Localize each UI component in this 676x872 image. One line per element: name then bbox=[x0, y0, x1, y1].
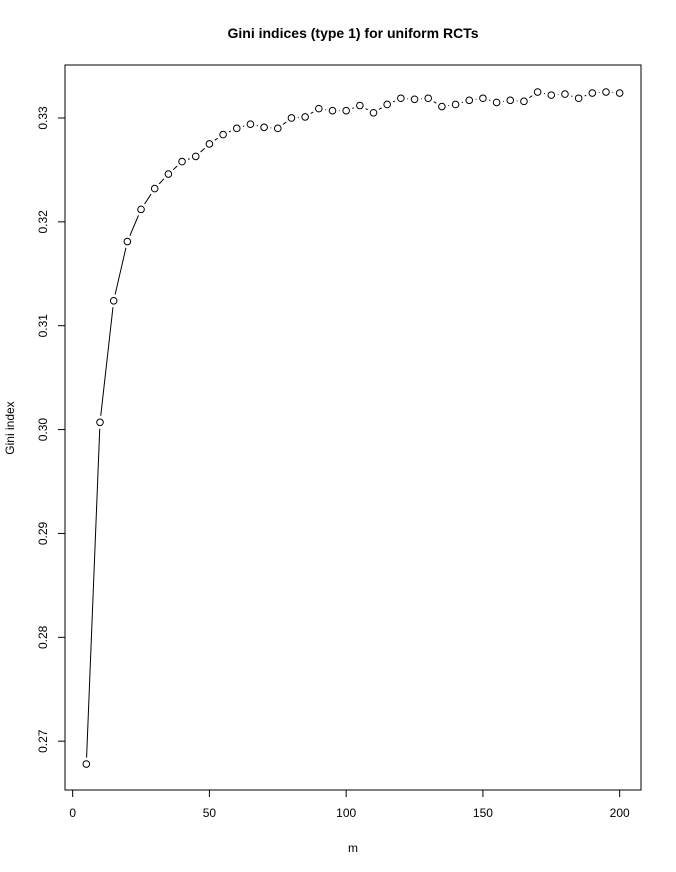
line-gap bbox=[517, 94, 531, 108]
x-axis-label: m bbox=[348, 841, 358, 855]
line-gap bbox=[503, 93, 517, 107]
point bbox=[301, 113, 309, 121]
line-gap bbox=[421, 91, 435, 105]
line-gap bbox=[257, 120, 271, 134]
y-tick-label: 0.32 bbox=[36, 210, 50, 234]
point bbox=[342, 106, 350, 115]
point bbox=[150, 184, 159, 193]
line-gap bbox=[79, 757, 93, 771]
point bbox=[205, 140, 214, 148]
line-gap bbox=[353, 99, 367, 113]
line-gap bbox=[216, 128, 230, 142]
point bbox=[287, 114, 296, 122]
line-gap bbox=[408, 92, 422, 106]
line-gap bbox=[161, 167, 175, 181]
point bbox=[232, 124, 241, 133]
line-gap bbox=[367, 106, 381, 120]
point bbox=[137, 205, 145, 214]
point bbox=[547, 91, 556, 99]
line-gap bbox=[298, 110, 312, 124]
y-tick-label: 0.29 bbox=[36, 521, 50, 545]
point bbox=[191, 152, 200, 161]
point bbox=[438, 102, 446, 111]
line-gap bbox=[175, 155, 189, 169]
line-gap bbox=[572, 91, 586, 105]
point bbox=[465, 96, 474, 105]
point bbox=[424, 94, 433, 103]
x-tick-label: 50 bbox=[203, 806, 217, 820]
line-gap bbox=[599, 85, 613, 99]
point bbox=[383, 100, 391, 109]
point bbox=[273, 124, 282, 133]
point bbox=[615, 89, 624, 97]
x-tick-label: 0 bbox=[69, 806, 76, 820]
y-axis-label: Gini index bbox=[3, 401, 17, 454]
line-gap bbox=[585, 86, 599, 100]
line-gap bbox=[271, 121, 285, 135]
point bbox=[82, 760, 91, 768]
y-tick-label: 0.30 bbox=[36, 418, 50, 442]
line-gap bbox=[93, 415, 107, 429]
line-gap bbox=[531, 85, 545, 99]
plot-box bbox=[64, 64, 642, 791]
point bbox=[506, 96, 515, 105]
point bbox=[178, 157, 186, 166]
x-tick-label: 150 bbox=[473, 806, 493, 820]
point bbox=[410, 95, 419, 104]
y-tick-label: 0.28 bbox=[36, 625, 50, 649]
line-gap bbox=[107, 294, 121, 308]
point bbox=[109, 296, 118, 305]
line-gap bbox=[312, 102, 326, 116]
line-gap bbox=[613, 86, 627, 100]
point bbox=[451, 100, 460, 109]
point bbox=[356, 101, 364, 110]
line-gap bbox=[230, 121, 244, 135]
line-gap bbox=[449, 97, 463, 111]
line-gap bbox=[284, 111, 298, 125]
line-gap bbox=[380, 97, 394, 111]
point bbox=[164, 170, 173, 178]
point bbox=[397, 94, 405, 103]
point bbox=[602, 88, 610, 96]
point bbox=[246, 120, 255, 129]
line-gap bbox=[120, 235, 134, 249]
series-line bbox=[85, 91, 620, 765]
point bbox=[315, 104, 323, 113]
line-gap bbox=[189, 149, 203, 163]
x-tick-label: 100 bbox=[336, 806, 356, 820]
line-gap bbox=[476, 91, 490, 105]
point bbox=[574, 94, 583, 103]
point bbox=[369, 108, 378, 117]
line-gap bbox=[202, 137, 216, 151]
line-gap bbox=[148, 182, 162, 196]
point bbox=[219, 130, 227, 139]
point bbox=[479, 94, 487, 103]
line-gap bbox=[462, 93, 476, 107]
line-gap bbox=[558, 87, 572, 101]
point bbox=[328, 106, 337, 115]
point bbox=[492, 98, 501, 107]
line-gap bbox=[490, 95, 504, 109]
chart-title: Gini indices (type 1) for uniform RCTs bbox=[228, 25, 479, 41]
point bbox=[533, 88, 542, 96]
point bbox=[520, 97, 528, 106]
y-tick-label: 0.33 bbox=[36, 106, 50, 130]
point bbox=[561, 90, 569, 98]
point bbox=[260, 123, 268, 132]
line-gap bbox=[394, 91, 408, 105]
y-tick-label: 0.31 bbox=[36, 314, 50, 338]
line-gap bbox=[544, 88, 558, 102]
point bbox=[123, 237, 132, 246]
line-gap bbox=[435, 100, 449, 114]
y-tick-label: 0.27 bbox=[36, 729, 50, 753]
point bbox=[588, 89, 597, 97]
line-gap bbox=[243, 117, 257, 131]
line-gap bbox=[134, 202, 148, 216]
x-tick-label: 200 bbox=[610, 806, 630, 820]
line-gap bbox=[339, 104, 353, 118]
line-gap bbox=[325, 104, 339, 118]
point bbox=[96, 418, 104, 427]
